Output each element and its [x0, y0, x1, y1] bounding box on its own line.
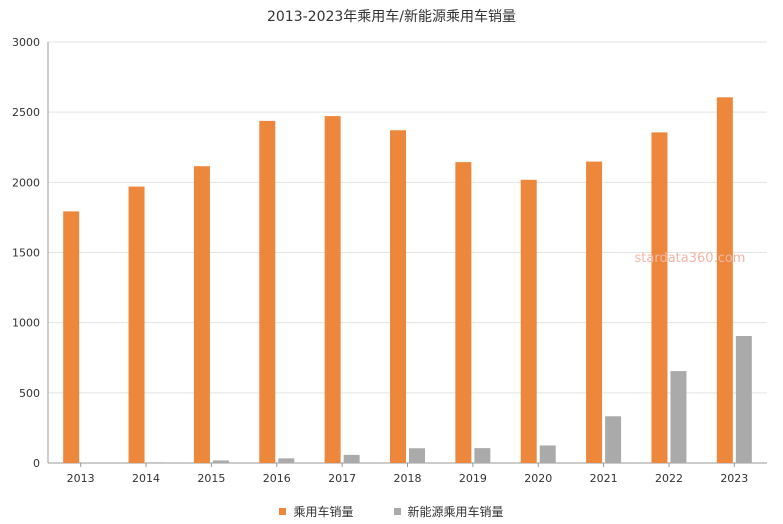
legend-item-nev[interactable]: 新能源乘用车销量 — [393, 503, 504, 520]
bar-passenger-2021 — [586, 161, 603, 463]
bar-nev-2020 — [539, 445, 556, 463]
bar-passenger-2018 — [390, 130, 406, 464]
y-tick-label: 0 — [33, 457, 40, 470]
y-tick-label: 1000 — [12, 317, 40, 330]
legend-label-passenger: 乘用车销量 — [293, 505, 354, 519]
legend-label-nev: 新能源乘用车销量 — [407, 505, 504, 519]
y-tick-label: 1500 — [12, 247, 40, 260]
x-tick-label: 2020 — [524, 472, 552, 485]
bar-nev-2015 — [212, 460, 229, 463]
bar-nev-2016 — [278, 458, 295, 463]
bar-nev-2022 — [670, 371, 687, 463]
legend-swatch-passenger — [279, 508, 287, 515]
bar-passenger-2016 — [259, 120, 276, 463]
x-tick-label: 2019 — [459, 472, 487, 485]
y-tick-label: 2000 — [12, 176, 40, 189]
bar-passenger-2014 — [128, 186, 145, 463]
x-tick-label: 2021 — [590, 472, 618, 485]
bar-nev-2019 — [474, 448, 491, 463]
bar-nev-2017 — [343, 454, 360, 463]
y-tick-label: 500 — [19, 387, 40, 400]
bar-passenger-2022 — [651, 132, 668, 463]
bar-nev-2014 — [147, 462, 164, 463]
x-tick-label: 2015 — [197, 472, 225, 485]
y-tick-label: 2500 — [12, 106, 40, 119]
chart-title: 2013-2023年乘用车/新能源乘用车销量 — [266, 9, 517, 25]
legend-item-passenger[interactable]: 乘用车销量 — [279, 503, 354, 520]
watermark-text: stardata360.com — [635, 251, 746, 266]
x-tick-label: 2017 — [328, 472, 356, 485]
y-tick-label: 3000 — [12, 36, 40, 49]
bar-nev-2023 — [735, 335, 752, 463]
bar-nev-2018 — [409, 448, 425, 463]
x-tick-label: 2014 — [132, 472, 160, 485]
x-tick-label: 2016 — [263, 472, 291, 485]
x-tick-label: 2022 — [655, 472, 683, 485]
bar-passenger-2019 — [455, 162, 472, 463]
x-tick-label: 2018 — [394, 472, 422, 485]
bar-nev-2021 — [605, 416, 622, 463]
bar-passenger-2015 — [193, 166, 210, 463]
bar-passenger-2023 — [716, 97, 733, 464]
bar-passenger-2020 — [520, 179, 537, 464]
legend-swatch-nev — [393, 508, 401, 515]
x-tick-label: 2013 — [67, 472, 95, 485]
bar-passenger-2017 — [324, 116, 341, 463]
x-tick-label: 2023 — [720, 472, 748, 485]
bar-passenger-2013 — [63, 211, 80, 463]
legend: 乘用车销量 新能源乘用车销量 — [0, 503, 783, 520]
